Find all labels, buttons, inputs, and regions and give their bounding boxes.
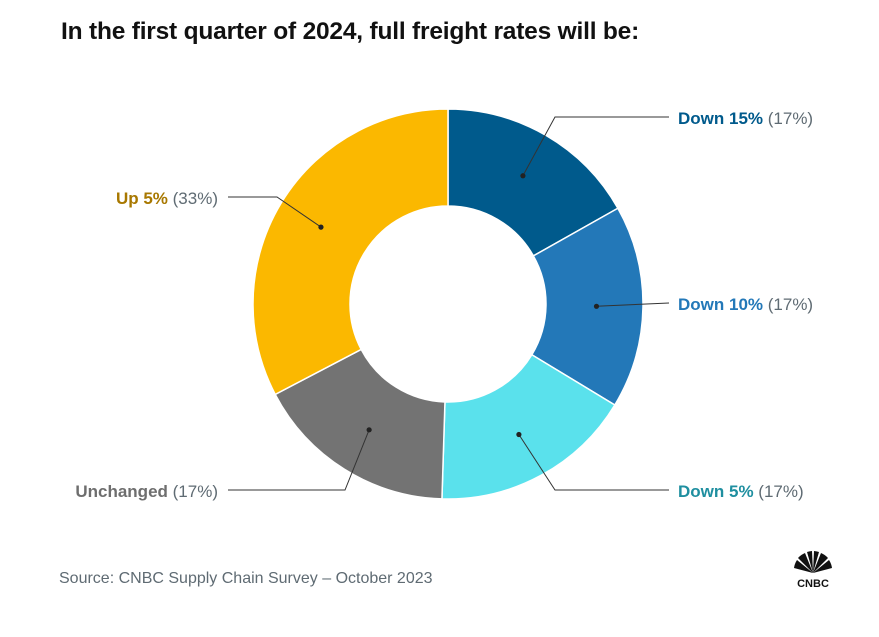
slice-label-name: Down 5%: [678, 482, 758, 501]
slice-label: Up 5% (33%): [116, 189, 218, 208]
leader-line: [228, 196, 322, 228]
leader-dot: [516, 431, 522, 438]
leader-dot: [520, 173, 526, 179]
leader-line: [522, 116, 669, 177]
leader-line: [518, 434, 669, 491]
leader-dot: [318, 224, 324, 230]
slice-label-percent: (17%): [758, 482, 803, 501]
slice-label: Down 10% (17%): [678, 295, 813, 314]
slice-label-percent: (33%): [173, 189, 218, 208]
slice-label: Down 15% (17%): [678, 109, 813, 128]
donut-slice-down-15: [447, 108, 619, 257]
cnbc-peacock-logo: CNBC: [794, 551, 832, 589]
slice-label: Unchanged (17%): [75, 482, 218, 501]
slice-label-percent: (17%): [768, 295, 813, 314]
slice-label-name: Down 15%: [678, 109, 768, 128]
source-note: Source: CNBC Supply Chain Survey – Octob…: [59, 570, 433, 587]
slice-label-name: Unchanged: [75, 482, 172, 501]
slice-label-percent: (17%): [768, 109, 813, 128]
leader-line: [596, 302, 670, 307]
slice-label-name: Up 5%: [116, 189, 173, 208]
chart-title: In the first quarter of 2024, full freig…: [61, 18, 640, 45]
donut-slice-down-5: [441, 353, 616, 500]
leader-dot: [593, 303, 600, 309]
slice-label: Down 5% (17%): [678, 482, 804, 501]
leader-line: [228, 429, 370, 491]
donut-slice-up-5: [252, 108, 449, 396]
leader-dot: [366, 427, 372, 433]
slice-label-name: Down 10%: [678, 295, 768, 314]
donut-slice-down-10: [530, 207, 644, 407]
donut-slice-unchanged: [274, 348, 446, 500]
slice-label-percent: (17%): [173, 482, 218, 501]
cnbc-logo-text: CNBC: [797, 578, 829, 589]
